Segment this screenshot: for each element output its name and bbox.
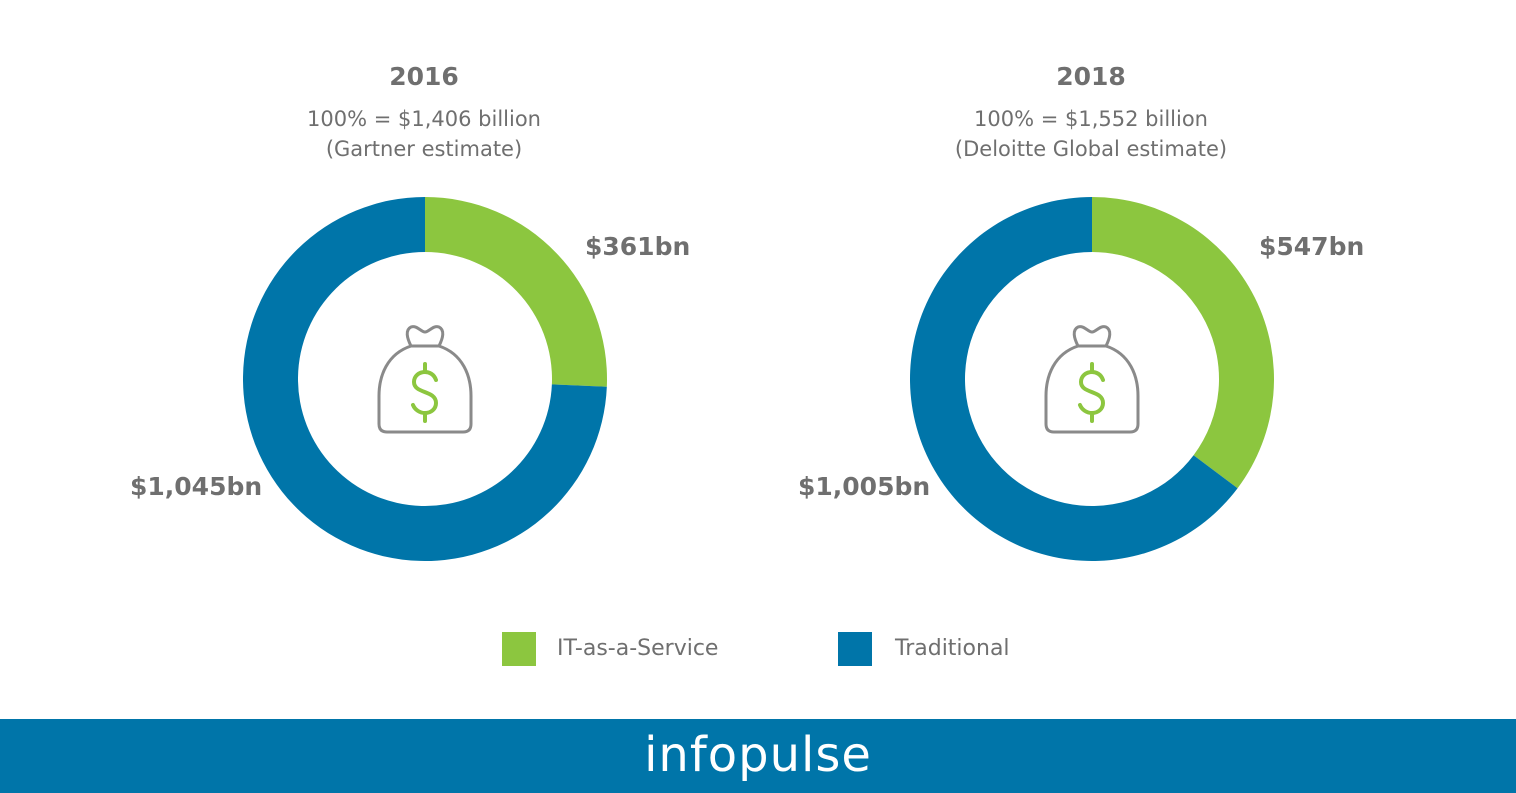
chart-title-2016: 2016 [389,62,459,91]
donut-chart-2016 [242,197,607,561]
chart-subtitle-2016: 100% = $1,406 billion (Gartner estimate) [214,104,634,164]
value-label-itaas-2016: $361bn [585,232,691,261]
brand-logo: infopulse [644,727,872,783]
legend-label-it-as-a-service: IT-as-a-Service [557,636,719,661]
dollar-sign-icon [1078,362,1105,423]
value-label-traditional-2018: $1,005bn [798,472,931,501]
footer-bar: infopulse [0,719,1516,793]
donut-slice-traditional [910,197,1238,561]
legend-swatch-traditional [838,632,872,666]
donut-slice-it-as-a-service [1092,197,1274,489]
donut-slice-traditional [242,197,607,561]
dollar-sign-icon [411,362,438,423]
chart-subtitle-total-2018: 100% = $1,552 billion [974,107,1208,131]
chart-subtitle-source-2016: (Gartner estimate) [325,137,523,161]
legend-label-traditional: Traditional [895,636,1010,661]
chart-title-2018: 2018 [1056,62,1126,91]
legend-swatch-it-as-a-service [502,632,536,666]
value-label-traditional-2016: $1,045bn [130,472,263,501]
money-bag-icon [377,325,473,434]
value-label-itaas-2018: $547bn [1259,232,1365,261]
donut-chart-2018 [910,197,1274,561]
chart-subtitle-total-2016: 100% = $1,406 billion [307,107,541,131]
money-bag-icon [1044,325,1140,434]
chart-subtitle-2018: 100% = $1,552 billion (Deloitte Global e… [881,104,1301,164]
donut-slice-it-as-a-service [425,197,607,387]
chart-subtitle-source-2018: (Deloitte Global estimate) [954,137,1228,161]
